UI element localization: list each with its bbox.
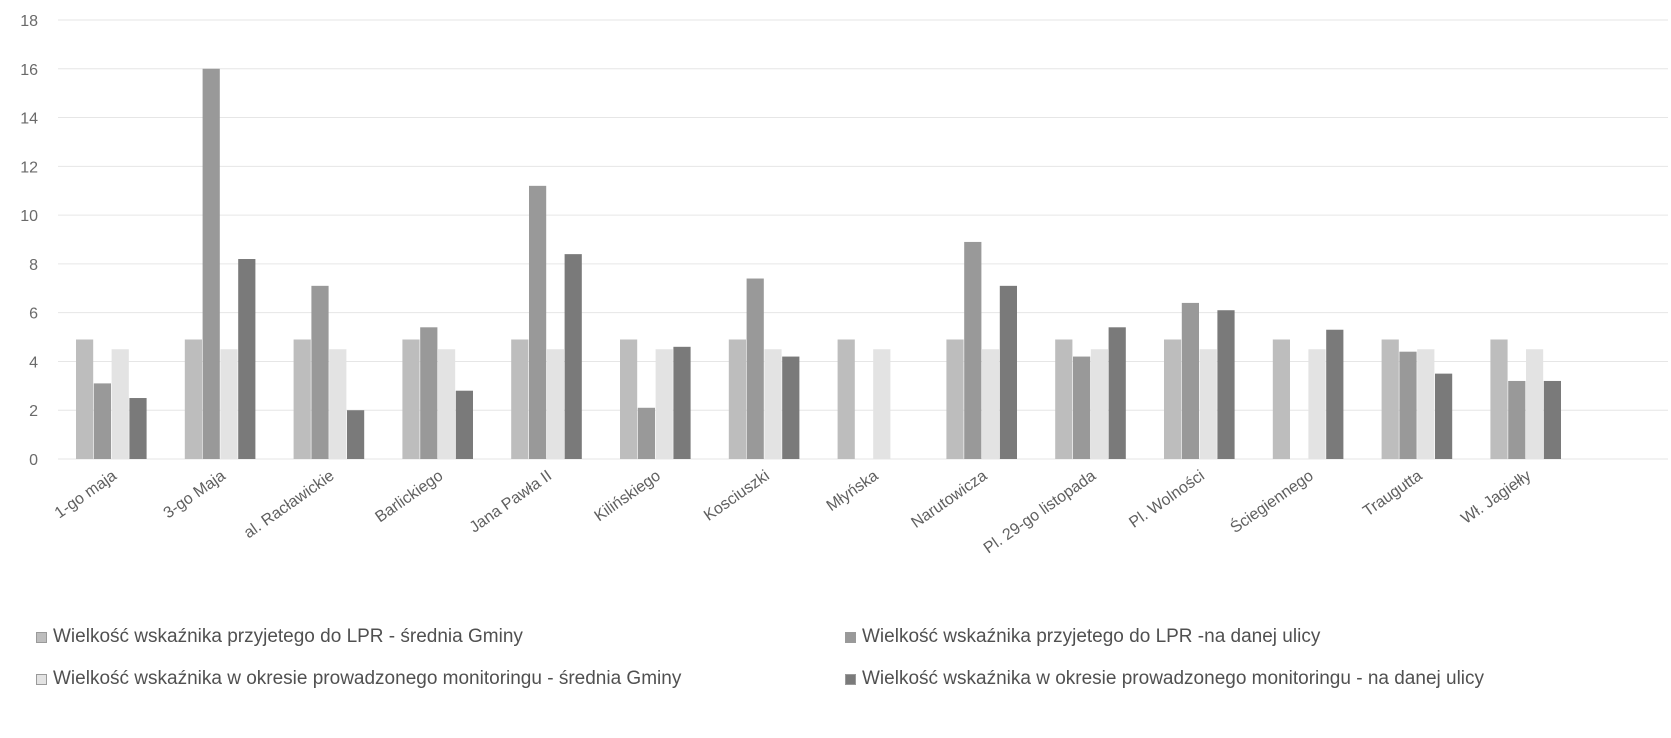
bar-1-8 <box>946 339 964 459</box>
legend-item-3: Wielkość wskaźnika w okresie prowadzoneg… <box>36 668 681 690</box>
x-category-label: Kilińskiego <box>591 467 663 525</box>
bar-1-6 <box>728 339 746 459</box>
bar-2-0 <box>93 383 111 459</box>
x-category-label: 1-go maja <box>52 467 120 522</box>
bar-3-13 <box>1526 349 1544 459</box>
legend-swatch-1 <box>36 631 47 643</box>
legend-label-4: Wielkość wskaźnika w okresie prowadzoneg… <box>862 668 1485 689</box>
x-category-label: Narutowicza <box>908 467 990 531</box>
bar-3-12 <box>1417 349 1435 459</box>
legend-label-2: Wielkość wskaźnika przyjetego do LPR -na… <box>862 626 1321 647</box>
y-tick-label: 0 <box>29 452 38 469</box>
bar-1-13 <box>1490 339 1508 459</box>
bar-3-6 <box>764 349 782 459</box>
x-category-label: Ściegiennego <box>1226 466 1316 537</box>
bar-1-0 <box>76 339 94 459</box>
y-tick-label: 10 <box>20 208 38 225</box>
y-tick-label: 2 <box>29 403 38 420</box>
bar-2-3 <box>420 327 438 459</box>
bar-4-1 <box>238 259 256 459</box>
bar-4-0 <box>129 398 147 459</box>
bar-1-2 <box>293 339 311 459</box>
bar-3-10 <box>1199 349 1217 459</box>
bars <box>76 68 1561 460</box>
x-category-label: Barlickiego <box>372 467 446 526</box>
x-category-label: 3-go Maja <box>161 467 229 522</box>
bar-1-11 <box>1272 339 1290 459</box>
bar-4-8 <box>999 285 1017 459</box>
bar-2-9 <box>1073 356 1091 459</box>
bar-4-3 <box>455 390 473 459</box>
legend-swatch-2 <box>845 631 856 643</box>
bar-3-4 <box>546 349 564 459</box>
x-category-label: Pl. 29-go listopada <box>981 467 1099 557</box>
bar-1-4 <box>511 339 529 459</box>
x-axis-category-labels: 1-go maja 3-go Maja al. Racławickie Barlick… <box>52 466 1534 558</box>
bar-3-2 <box>329 349 347 459</box>
bar-4-12 <box>1435 373 1453 459</box>
bar-3-0 <box>111 349 129 459</box>
legend-swatch-3 <box>36 673 47 685</box>
bar-4-9 <box>1108 327 1126 459</box>
x-category-label: Kosciuszki <box>701 467 773 524</box>
y-tick-label: 16 <box>20 62 38 79</box>
y-tick-label: 8 <box>29 257 38 274</box>
x-category-label: Pl. Wolności <box>1126 467 1208 531</box>
y-tick-label: 4 <box>29 354 38 371</box>
y-tick-label: 18 <box>20 13 38 30</box>
bar-2-12 <box>1399 351 1417 459</box>
bar-1-1 <box>184 339 202 459</box>
bar-2-4 <box>529 185 547 459</box>
bar-4-4 <box>564 254 582 459</box>
bar-1-12 <box>1381 339 1399 459</box>
bar-1-3 <box>402 339 420 459</box>
bar-3-8 <box>982 349 1000 459</box>
legend-item-4: Wielkość wskaźnika w okresie prowadzoneg… <box>845 668 1484 690</box>
bar-2-13 <box>1508 380 1526 459</box>
y-tick-label: 12 <box>20 159 38 176</box>
x-category-label: al. Racławickie <box>241 467 338 542</box>
y-axis-tick-labels: 0 2 4 6 8 10 12 14 16 18 <box>20 13 38 469</box>
y-tick-label: 6 <box>29 306 38 323</box>
bar-4-13 <box>1543 380 1561 459</box>
bar-1-5 <box>620 339 638 459</box>
bar-3-3 <box>438 349 456 459</box>
bar-4-6 <box>782 356 800 459</box>
bar-2-8 <box>964 241 982 459</box>
legend-item-2: Wielkość wskaźnika przyjetego do LPR -na… <box>845 626 1320 648</box>
bar-1-10 <box>1164 339 1182 459</box>
bar-3-9 <box>1090 349 1108 459</box>
bar-2-5 <box>637 407 655 459</box>
bar-3-7 <box>873 349 891 459</box>
bar-4-11 <box>1326 329 1344 459</box>
x-category-label: Młyńska <box>824 467 882 515</box>
bar-1-9 <box>1055 339 1073 459</box>
bar-4-5 <box>673 346 691 459</box>
bar-3-5 <box>655 349 673 459</box>
bar-4-10 <box>1217 310 1235 459</box>
x-category-label: Traugutta <box>1360 467 1425 520</box>
bar-2-2 <box>311 285 329 459</box>
bar-1-7 <box>837 339 855 459</box>
x-category-label: Wł. Jagiełły <box>1458 467 1534 527</box>
legend-swatch-4 <box>845 673 856 685</box>
y-tick-label: 14 <box>20 111 38 128</box>
legend-label-3: Wielkość wskaźnika w okresie prowadzoneg… <box>53 668 682 689</box>
bar-2-6 <box>746 278 764 459</box>
bar-3-11 <box>1308 349 1326 459</box>
legend-item-1: Wielkość wskaźnika przyjetego do LPR - ś… <box>36 626 523 648</box>
legend-label-1: Wielkość wskaźnika przyjetego do LPR - ś… <box>53 626 523 647</box>
bar-2-1 <box>202 68 220 460</box>
bar-4-2 <box>347 410 365 459</box>
x-category-label: Jana Pawła II <box>467 467 555 536</box>
bar-3-1 <box>220 349 238 459</box>
bar-2-10 <box>1181 302 1199 459</box>
